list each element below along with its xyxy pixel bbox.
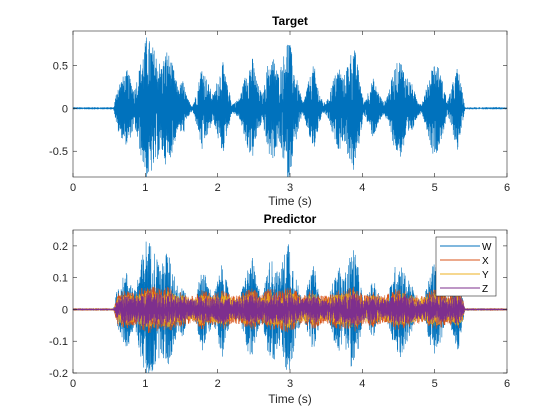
legend-box [435,236,497,297]
predictor-y-tick-label: -0.1 [49,336,68,348]
predictor-x-tick-label: 5 [432,378,438,390]
target-series-line [72,37,508,178]
target-x-tick-label: 0 [70,182,76,194]
predictor-y-tick-label: 0 [62,304,68,316]
target-y-tick-label: 0 [62,103,68,115]
target-y-tick-label: -0.5 [49,146,68,158]
legend-label-y: Y [482,270,489,281]
target-x-tick-label: 4 [359,182,365,194]
predictor-waveforms [72,241,508,374]
predictor-title: Predictor [264,212,317,226]
target-x-tick-label: 2 [215,182,221,194]
target-title: Target [272,14,308,28]
legend-label-x: X [482,256,489,267]
predictor-x-tick-label: 0 [70,378,76,390]
predictor-x-tick-label: 2 [215,378,221,390]
predictor-x-ticks: 0 1 2 3 4 5 6 [70,230,510,390]
target-x-axis-label: Time (s) [268,194,312,208]
predictor-y-tick-label: -0.2 [49,368,68,380]
target-x-tick-label: 3 [287,182,293,194]
predictor-y-tick-label: 0.1 [53,273,68,285]
legend-label-w: W [482,242,492,253]
target-y-tick-label: 0.5 [53,60,68,72]
target-x-tick-label: 6 [504,182,510,194]
predictor-axes: 0 1 2 3 4 5 6 -0.2 -0.1 0 0.1 0.2 Predictor Time (… [49,212,510,406]
target-axes: 0 1 2 3 4 5 6 -0.5 0 0.5 Target Time (s) [49,14,510,208]
predictor-x-tick-label: 4 [359,378,365,390]
predictor-x-axis-label: Time (s) [268,392,312,406]
predictor-y-tick-label: 0.2 [53,241,68,253]
predictor-y-ticks: -0.2 -0.1 0 0.1 0.2 [49,241,507,380]
legend-label-z: Z [482,284,488,295]
target-waveform [72,37,508,178]
predictor-series-line-z [72,292,508,327]
predictor-x-tick-label: 1 [142,378,148,390]
predictor-x-tick-label: 3 [287,378,293,390]
predictor-x-tick-label: 6 [504,378,510,390]
target-x-tick-label: 1 [142,182,148,194]
predictor-legend: W X Y Z [435,236,497,297]
target-x-tick-label: 5 [432,182,438,194]
target-y-ticks: -0.5 0 0.5 [49,60,507,158]
target-x-ticks: 0 1 2 3 4 5 6 [70,31,510,194]
